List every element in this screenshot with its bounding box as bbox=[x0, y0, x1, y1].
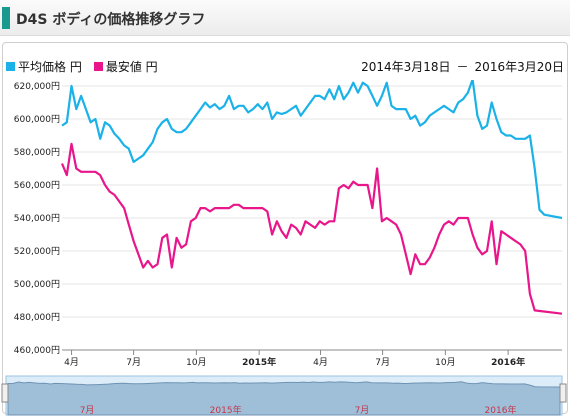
navigator-handle-right[interactable] bbox=[559, 383, 567, 403]
x-tick-label: 2016年 bbox=[491, 356, 525, 368]
legend-item-average[interactable]: 平均価格 円 bbox=[6, 58, 82, 75]
chart-legend: 平均価格 円 最安値 円 bbox=[6, 58, 170, 75]
date-range-separator: － bbox=[456, 60, 469, 74]
navigator-label: 2015年 bbox=[210, 404, 242, 416]
x-tick-label: 4月 bbox=[64, 357, 79, 368]
y-tick-label: 500,000円 bbox=[14, 279, 60, 290]
series-line-lowest bbox=[60, 142, 563, 315]
y-tick-label: 580,000円 bbox=[14, 147, 60, 158]
navigator-label: 7月 bbox=[355, 405, 370, 416]
y-tick-label: 560,000円 bbox=[14, 180, 60, 191]
legend-swatch-average bbox=[6, 62, 15, 71]
x-tick-label: 10月 bbox=[186, 357, 206, 368]
date-range-start: 2014年3月18日 bbox=[361, 60, 451, 74]
x-tick-label: 2015年 bbox=[242, 356, 276, 368]
x-tick-label: 10月 bbox=[435, 357, 455, 368]
navigator-label: 2016年 bbox=[485, 404, 517, 416]
y-tick-label: 460,000円 bbox=[14, 345, 60, 356]
legend-label-average: 平均価格 円 bbox=[18, 60, 82, 74]
series-line-average bbox=[61, 80, 563, 220]
x-tick-label: 4月 bbox=[313, 357, 328, 368]
navigator-series-area bbox=[7, 381, 561, 416]
legend-label-lowest: 最安値 円 bbox=[105, 60, 158, 74]
y-tick-label: 520,000円 bbox=[14, 246, 60, 257]
y-tick-label: 480,000円 bbox=[14, 312, 60, 323]
chart-panel bbox=[2, 42, 568, 414]
y-tick-label: 600,000円 bbox=[14, 114, 60, 125]
date-range-end: 2016年3月20日 bbox=[474, 60, 564, 74]
legend-item-lowest[interactable]: 最安値 円 bbox=[93, 58, 158, 75]
legend-swatch-lowest bbox=[93, 62, 103, 71]
page-header: D4S ボディの価格推移グラフ bbox=[0, 0, 570, 36]
header-accent-bar bbox=[2, 7, 10, 29]
y-tick-label: 540,000円 bbox=[14, 213, 60, 224]
x-tick-label: 7月 bbox=[375, 357, 390, 368]
date-range: 2014年3月18日 － 2016年3月20日 bbox=[361, 58, 564, 75]
navigator-handle-left[interactable] bbox=[1, 383, 9, 403]
x-tick-label: 7月 bbox=[126, 357, 141, 368]
y-tick-label: 620,000円 bbox=[14, 81, 60, 92]
page-title: D4S ボディの価格推移グラフ bbox=[16, 12, 206, 28]
price-chart: 460,000円 480,000円 500,000円 520,000円 540,000円… bbox=[1, 80, 567, 416]
navigator-label: 7月 bbox=[80, 405, 95, 416]
